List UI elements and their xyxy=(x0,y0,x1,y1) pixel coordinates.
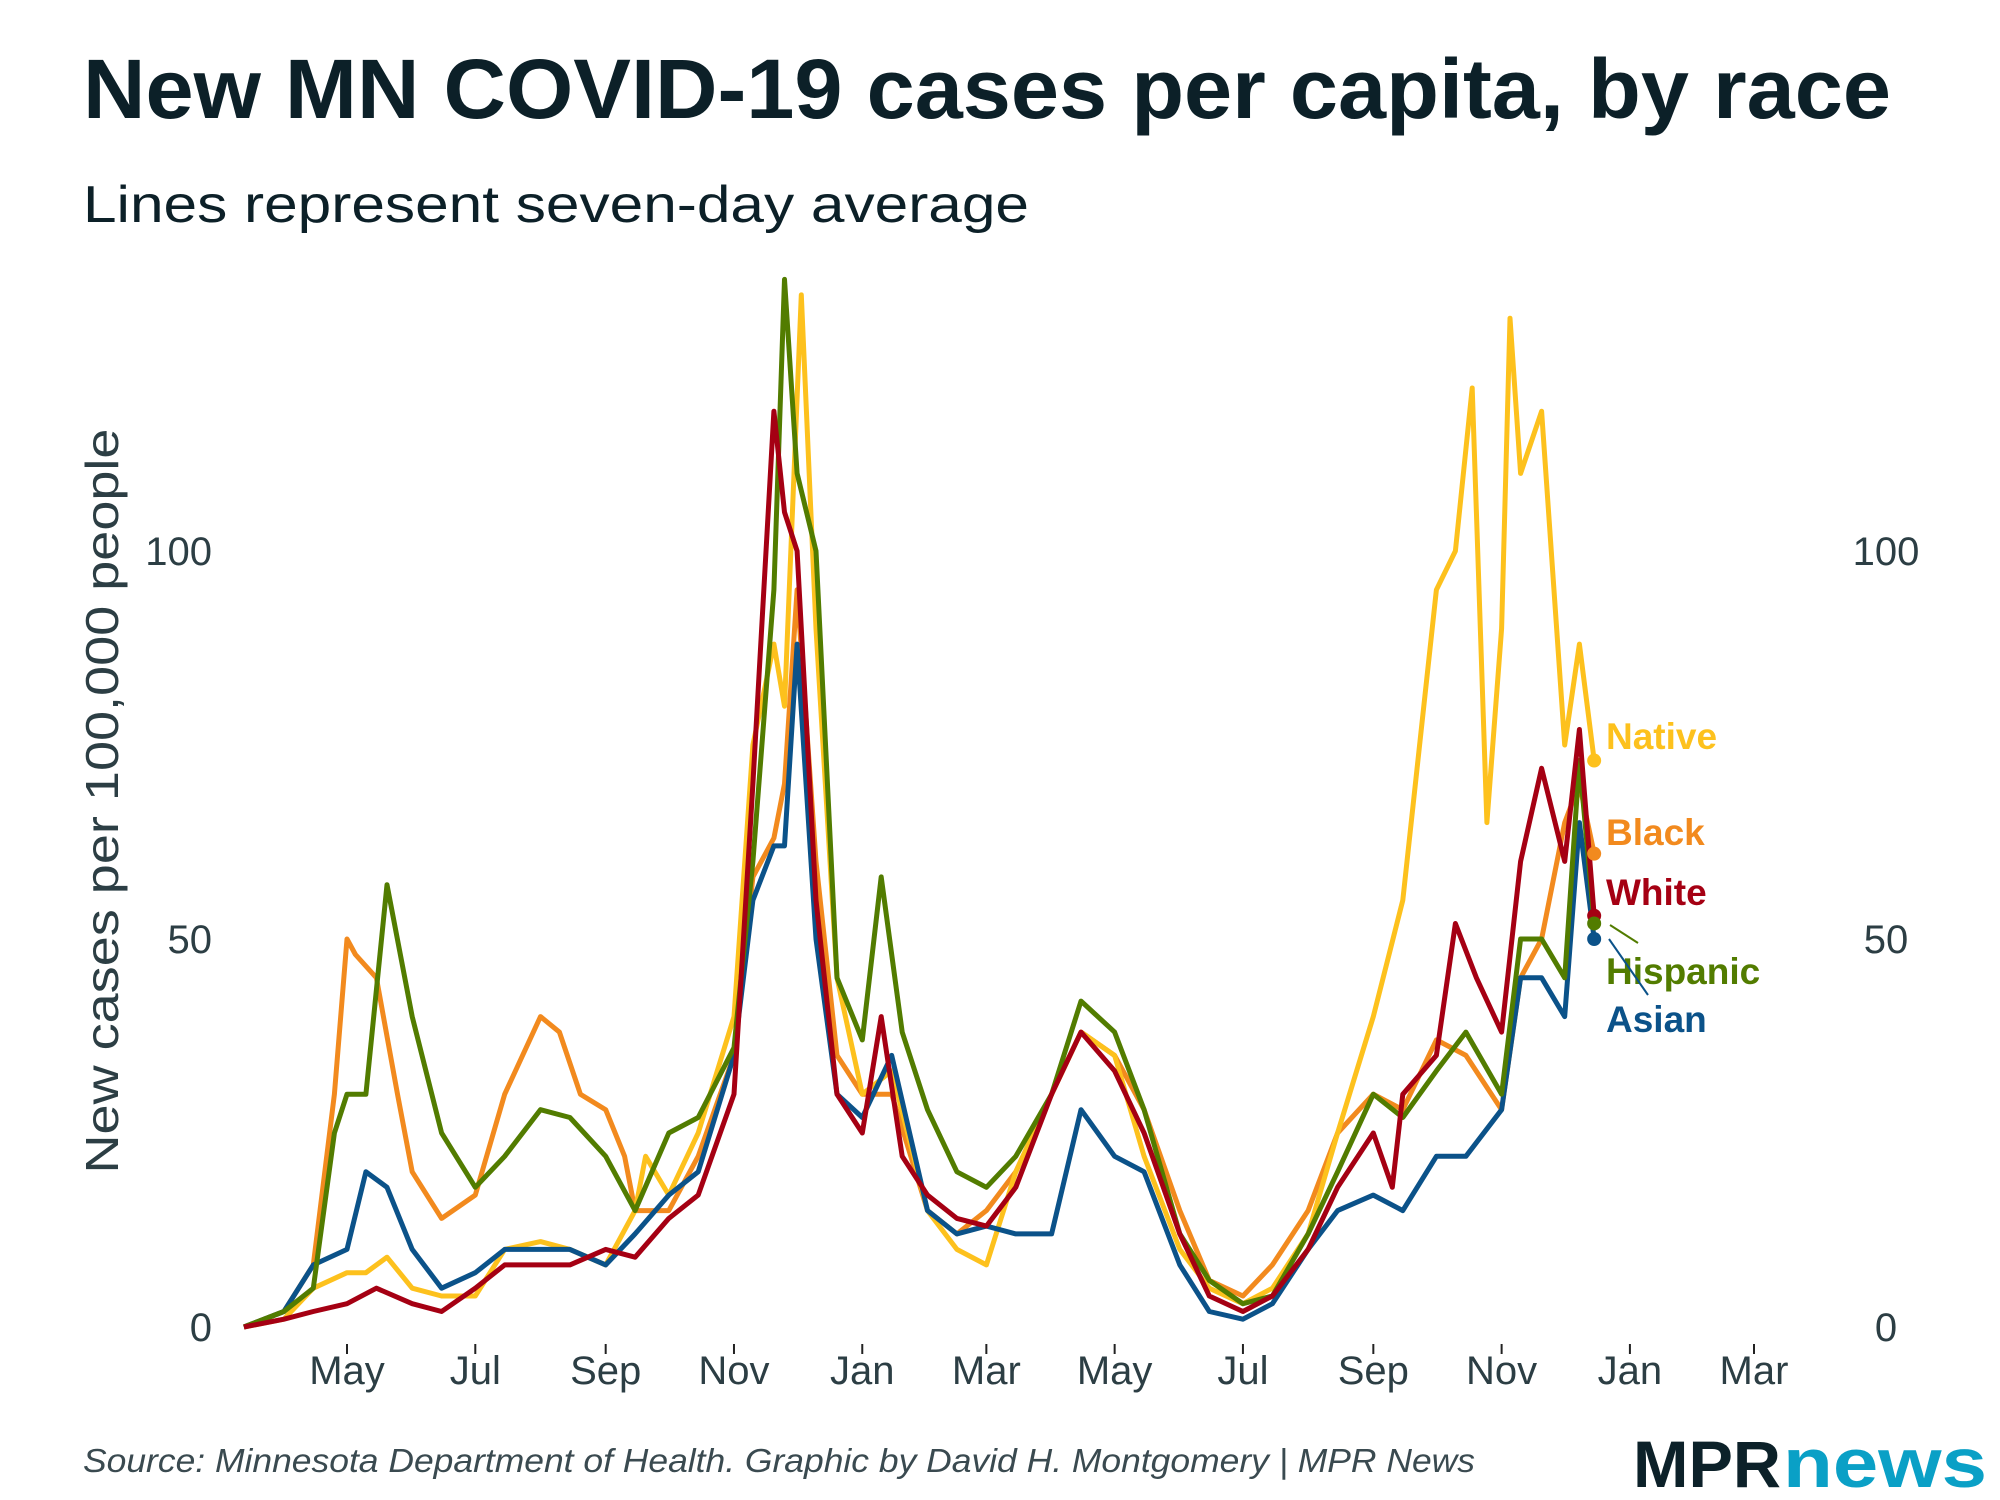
series-line-hispanic xyxy=(242,276,1597,1330)
end-point-native xyxy=(1587,753,1602,768)
x-axis-ticks: May Jul Sep Nov Jan Mar May Jul Sep Nov Jan Mar xyxy=(309,1344,1788,1393)
end-point-asian xyxy=(1587,932,1602,946)
y-axis-ticks: 0 0 50 50 100 100 xyxy=(145,530,1919,1350)
x-tick-label: Sep xyxy=(1338,1349,1409,1393)
legend-label-native: Native xyxy=(1606,716,1717,757)
series-line-white xyxy=(243,408,1597,1330)
logo-mpr: MPR xyxy=(1633,1427,1781,1500)
x-tick-label: May xyxy=(309,1349,385,1393)
legend-label-white: White xyxy=(1606,872,1707,913)
y-tick-label-left: 0 xyxy=(190,1306,212,1350)
mpr-news-logo: MPR news xyxy=(1633,1424,1987,1500)
y-tick-label-left: 50 xyxy=(168,918,213,962)
x-tick-label: Jul xyxy=(1217,1349,1268,1393)
legend-label-black: Black xyxy=(1606,812,1705,853)
end-point-black xyxy=(1587,846,1602,861)
end-point-hispanic xyxy=(1587,916,1602,931)
y-tick-label-right: 100 xyxy=(1853,530,1920,574)
y-tick-label-right: 0 xyxy=(1875,1306,1897,1350)
chart-subtitle: Lines represent seven-day average xyxy=(83,176,1029,234)
x-tick-label: Nov xyxy=(1466,1349,1537,1393)
series-line-black xyxy=(242,587,1597,1330)
logo-news: news xyxy=(1783,1424,1987,1500)
leader-line-asian xyxy=(1608,938,1649,996)
x-tick-label: Nov xyxy=(698,1349,769,1393)
y-axis-label: New cases per 100,000 people xyxy=(76,429,128,1174)
legend-label-hispanic: Hispanic xyxy=(1606,951,1760,992)
y-tick-label-left: 100 xyxy=(145,530,212,574)
series-lines xyxy=(242,276,1602,1330)
x-tick-label: Jan xyxy=(830,1349,895,1393)
series-line-asian xyxy=(242,641,1597,1330)
x-tick-label: Jan xyxy=(1598,1349,1663,1393)
source-note: Source: Minnesota Department of Health. … xyxy=(83,1442,1475,1479)
x-tick-label: Mar xyxy=(1720,1349,1789,1393)
x-tick-label: Mar xyxy=(952,1349,1021,1393)
y-tick-label-right: 50 xyxy=(1864,918,1909,962)
chart-title: New MN COVID-19 cases per capita, by rac… xyxy=(83,42,1891,136)
legend-label-asian: Asian xyxy=(1606,999,1707,1040)
leader-line-hispanic xyxy=(1609,924,1639,944)
x-tick-label: Sep xyxy=(570,1349,641,1393)
x-tick-label: Jul xyxy=(450,1349,501,1393)
legend-labels: Native Black White Hispanic Asian xyxy=(1606,716,1760,1040)
x-tick-label: May xyxy=(1077,1349,1153,1393)
